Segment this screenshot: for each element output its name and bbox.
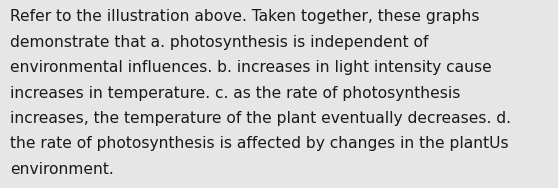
- Text: demonstrate that a. photosynthesis is independent of: demonstrate that a. photosynthesis is in…: [10, 35, 429, 50]
- Text: environment.: environment.: [10, 162, 114, 177]
- Text: increases, the temperature of the plant eventually decreases. d.: increases, the temperature of the plant …: [10, 111, 511, 126]
- Text: environmental influences. b. increases in light intensity cause: environmental influences. b. increases i…: [10, 60, 492, 75]
- Text: increases in temperature. c. as the rate of photosynthesis: increases in temperature. c. as the rate…: [10, 86, 460, 101]
- Text: Refer to the illustration above. Taken together, these graphs: Refer to the illustration above. Taken t…: [10, 9, 479, 24]
- Text: the rate of photosynthesis is affected by changes in the plantUs: the rate of photosynthesis is affected b…: [10, 136, 509, 151]
